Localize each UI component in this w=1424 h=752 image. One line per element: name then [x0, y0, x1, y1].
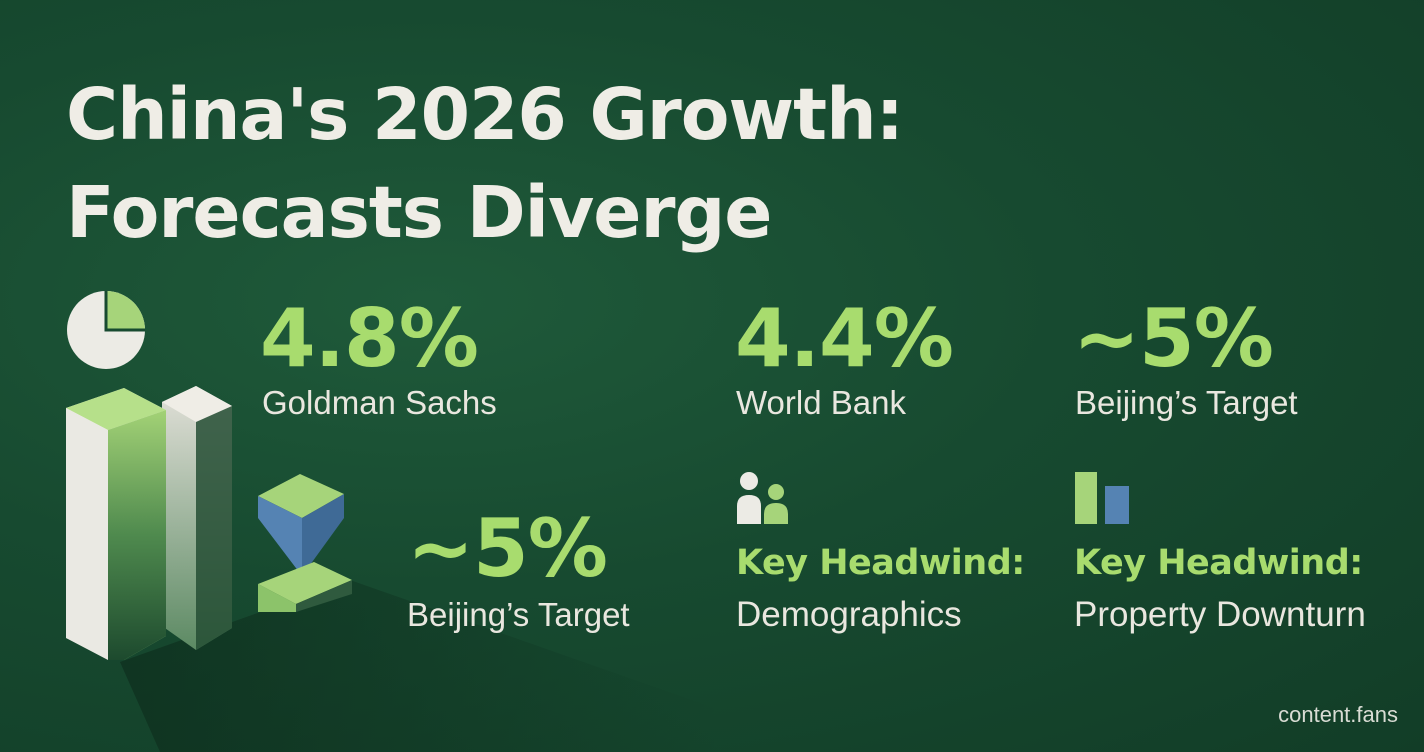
bar-chart-icon	[1075, 472, 1129, 524]
headwind-demographics-label: Demographics	[736, 595, 962, 634]
goldman-forecast-label: Goldman Sachs	[262, 384, 497, 421]
title-line-1: China's 2026 Growth:	[66, 73, 904, 156]
world-bank-forecast-label: World Bank	[736, 384, 906, 421]
world-bank-forecast-value: 4.4%	[735, 292, 954, 385]
footer-watermark: content.fans	[1278, 702, 1398, 727]
headwind-property-label: Property Downturn	[1074, 595, 1366, 634]
beijing-target-value-bottom: ~5%	[407, 502, 608, 595]
people-icon	[737, 472, 788, 524]
beijing-target-label-top: Beijing’s Target	[1075, 384, 1298, 421]
beijing-target-value-top: ~5%	[1073, 292, 1274, 385]
beijing-target-label-bottom: Beijing’s Target	[407, 596, 630, 633]
goldman-forecast-value: 4.8%	[260, 292, 479, 385]
page-title: China's 2026 Growth: Forecasts Diverge	[66, 66, 1166, 262]
headwind-demographics-title: Key Headwind:	[736, 543, 1025, 583]
pie-chart-icon	[67, 291, 145, 369]
headwind-property-title: Key Headwind:	[1074, 543, 1363, 583]
cube-illustration	[258, 474, 352, 612]
title-line-2: Forecasts Diverge	[66, 171, 772, 254]
bar-blocks-illustration	[66, 386, 720, 752]
